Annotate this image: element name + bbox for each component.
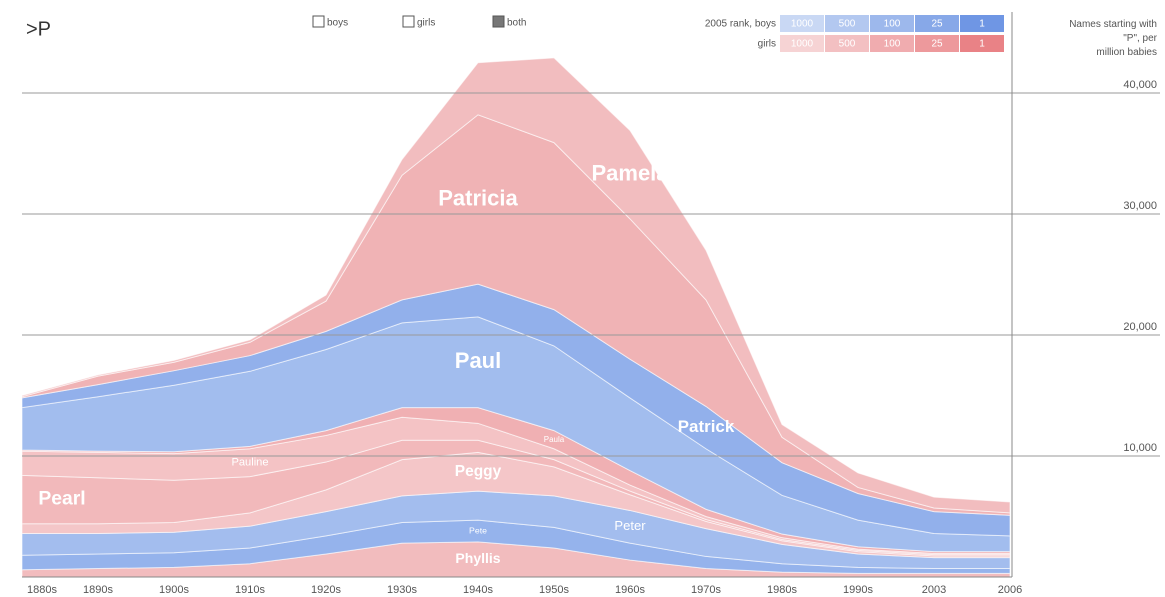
x-tick-label: 1950s	[539, 584, 569, 596]
legend-rank: 100	[884, 39, 901, 50]
x-tick-label: 2003	[922, 584, 946, 596]
x-tick-label: 1990s	[843, 584, 873, 596]
legend-swatch	[870, 35, 914, 52]
legend-rank: 100	[884, 19, 901, 30]
x-tick-label: 1890s	[83, 584, 113, 596]
checkbox[interactable]	[492, 15, 505, 28]
legend-swatch	[825, 35, 869, 52]
legend-swatch	[825, 15, 869, 32]
y-axis-label: Names starting with "P", per million babie…	[1069, 19, 1157, 58]
legend-swatch	[960, 35, 1004, 52]
legend-rank: 500	[839, 39, 856, 50]
series-label: Paul	[455, 348, 501, 373]
areas: Phyllis Pete Peter Peggy Pearl Pauline Paula Pa…	[21, 57, 1011, 578]
legend-swatch	[780, 15, 824, 32]
x-tick-label: 1940s	[463, 584, 493, 596]
legend-label: girls	[758, 39, 776, 50]
series-label: Patricia	[438, 185, 518, 210]
x-tick-label: 1920s	[311, 584, 341, 596]
checkbox[interactable]	[402, 15, 415, 28]
series-label: Pete	[469, 525, 487, 535]
checkbox-label[interactable]: girls	[417, 18, 435, 29]
legend-rank: 1	[979, 19, 985, 30]
series-label: Phyllis	[455, 550, 500, 566]
y-axis-label-line: Names starting with	[1069, 19, 1157, 30]
checkbox-label[interactable]: boys	[327, 18, 348, 29]
y-axis-label-line: million babies	[1096, 47, 1157, 58]
legend-rank: 25	[931, 19, 943, 30]
x-tick-label: 1980s	[767, 584, 797, 596]
legend-rank: 1000	[791, 39, 814, 50]
y-tick-label: 40,000	[1123, 79, 1157, 91]
legend-swatch	[960, 15, 1004, 32]
ui: 1880s 1890s 1900s 1910s 1920s 1930s 1940s 1950s…	[22, 12, 1158, 596]
y-tick-label: 20,000	[1123, 321, 1157, 333]
x-tick-label: 1970s	[691, 584, 721, 596]
legend-label: 2005 rank, boys	[705, 19, 776, 30]
area	[21, 57, 1011, 514]
x-tick-label: 1900s	[159, 584, 189, 596]
x-tick-label: 2006	[998, 584, 1022, 596]
series-label: Peggy	[455, 463, 502, 480]
legend-swatch	[870, 15, 914, 32]
x-tick-label: 1930s	[387, 584, 417, 596]
series-label: Peter	[614, 518, 646, 533]
legend-rank: 1	[979, 39, 985, 50]
legend-rank: 25	[931, 39, 943, 50]
series-label: Paula	[544, 435, 565, 444]
legend-swatch	[915, 15, 959, 32]
series-label: Pamela	[591, 160, 669, 185]
y-axis-label-line: "P", per	[1123, 33, 1157, 44]
series-label: Pearl	[38, 488, 85, 510]
checkbox[interactable]	[312, 15, 325, 28]
y-tick-label: 10,000	[1123, 442, 1157, 454]
legend-swatch	[780, 35, 824, 52]
legend-rank: 1000	[791, 19, 814, 30]
legend-rank: 500	[839, 19, 856, 30]
x-tick-label: 1910s	[235, 584, 265, 596]
query: >P	[26, 18, 51, 40]
y-tick-label: 30,000	[1123, 200, 1157, 212]
series-label: Patrick	[678, 417, 735, 436]
checkbox-label[interactable]: both	[507, 18, 526, 29]
x-tick-label: 1960s	[615, 584, 645, 596]
x-tick-label: 1880s	[27, 584, 57, 596]
legend-swatch	[915, 35, 959, 52]
series-label: Pauline	[231, 457, 268, 469]
